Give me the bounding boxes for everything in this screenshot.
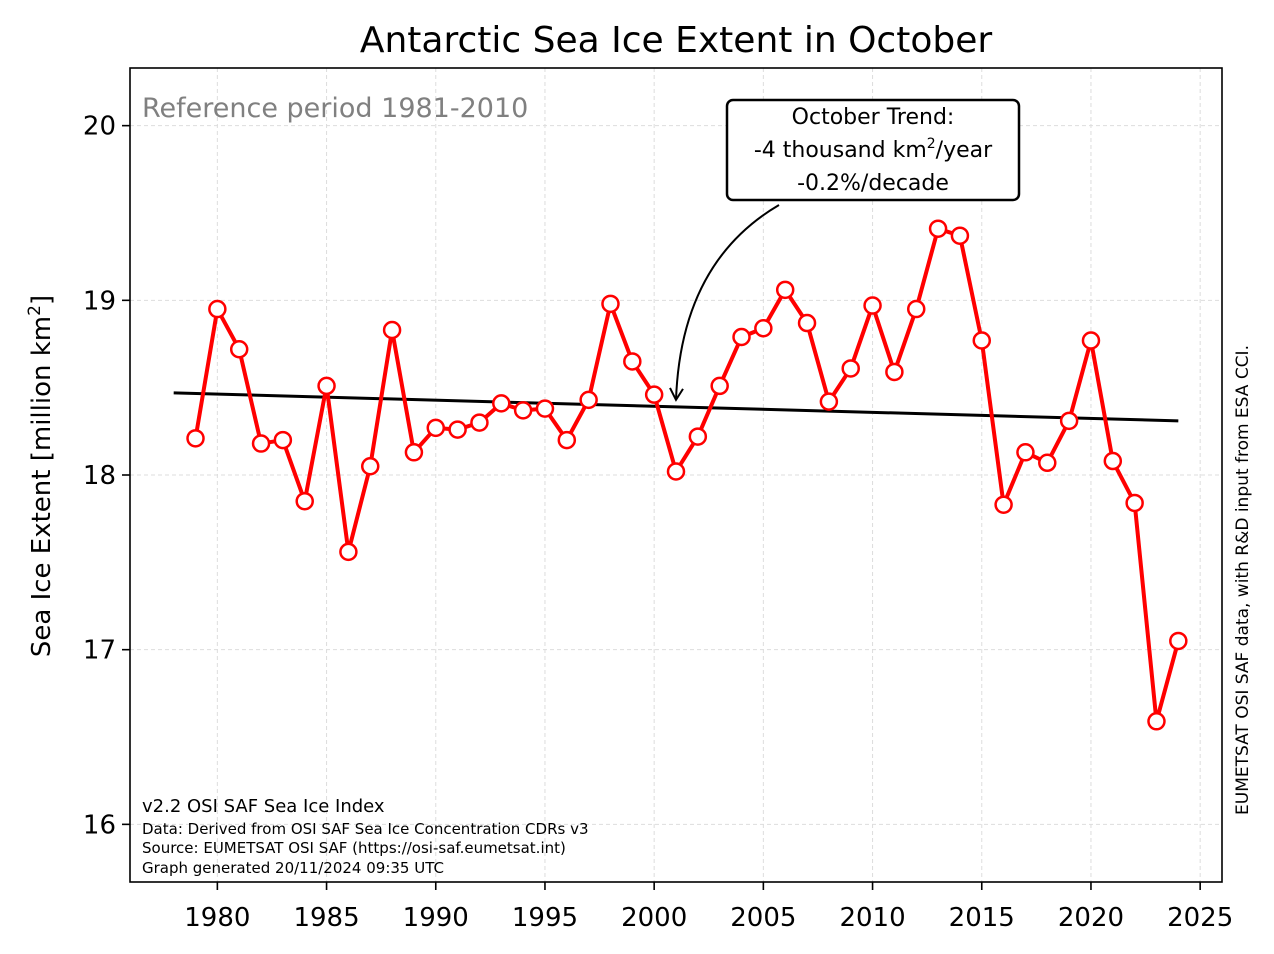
data-point (863, 296, 882, 315)
trend-annotation: October Trend: -4 thousand km2/year -0.2… (669, 98, 1021, 402)
data-point (1038, 453, 1057, 473)
data-point (928, 219, 948, 238)
y-axis-ticks: 16 17 18 19 20 (83, 112, 130, 840)
data-point (448, 420, 467, 439)
data-point (1169, 631, 1188, 651)
x-tick-label: 2015 (949, 903, 1015, 933)
trend-arrow (675, 204, 780, 400)
credit-line-4: Graph generated 20/11/2024 09:35 UTC (142, 859, 444, 877)
credits-block: v2.2 OSI SAF Sea Ice Index Data: Derived… (142, 796, 589, 877)
data-point (688, 427, 708, 446)
data-point (186, 429, 205, 448)
y-tick-label: 19 (83, 286, 116, 316)
y-tick-label: 20 (83, 112, 116, 142)
x-tick-label: 2010 (839, 903, 905, 933)
x-tick-label: 1995 (512, 903, 578, 933)
data-point (339, 542, 358, 562)
reference-period-label: Reference period 1981-2010 (142, 93, 528, 124)
data-point (754, 319, 773, 338)
x-tick-label: 2000 (621, 903, 687, 933)
side-note: EUMETSAT OSI SAF data, with R&D input fr… (1233, 345, 1253, 815)
y-tick-label: 17 (83, 636, 116, 666)
data-point (1103, 451, 1123, 471)
series-line (193, 226, 1181, 724)
data-point (295, 491, 314, 511)
y-axis-label: Sea Ice Extent [million km2] (25, 295, 57, 657)
trend-box-line3: -0.2%/decade (797, 171, 949, 196)
x-tick-label: 2020 (1058, 903, 1124, 933)
credit-line-3: Source: EUMETSAT OSI SAF (https://osi-sa… (142, 839, 566, 857)
data-point (513, 401, 533, 420)
data-point (797, 313, 817, 333)
trend-line (173, 391, 1179, 423)
data-point (208, 299, 227, 319)
data-point (317, 376, 336, 396)
data-point (885, 362, 904, 382)
data-point (535, 399, 555, 418)
grid-lines (130, 68, 1222, 882)
trend-arrowhead (669, 387, 684, 402)
credit-line-1: v2.2 OSI SAF Sea Ice Index (142, 796, 385, 817)
x-tick-label: 1990 (403, 903, 469, 933)
data-point (601, 294, 620, 314)
data-point (775, 280, 795, 300)
y-tick-label: 16 (83, 810, 116, 840)
data-point (579, 390, 598, 410)
data-point (1081, 331, 1101, 350)
data-point (666, 462, 686, 481)
x-tick-label: 1985 (293, 903, 359, 933)
data-point (994, 495, 1013, 514)
credit-line-2: Data: Derived from OSI SAF Sea Ice Conce… (142, 820, 589, 838)
data-point (229, 339, 249, 359)
data-point (426, 418, 446, 438)
data-point (623, 352, 642, 371)
data-point (492, 394, 511, 413)
x-tick-label: 1980 (184, 903, 250, 933)
trend-box-line1: October Trend: (792, 105, 955, 130)
x-tick-label: 2005 (730, 903, 796, 933)
data-point (710, 376, 729, 396)
data-point (470, 413, 489, 432)
data-point (1059, 411, 1079, 431)
data-point (972, 331, 992, 350)
x-tick-label: 2025 (1167, 903, 1233, 933)
data-point (644, 385, 664, 404)
data-point (841, 359, 860, 378)
chart-title: Antarctic Sea Ice Extent in October (360, 20, 993, 61)
y-tick-label: 18 (83, 461, 116, 491)
data-point (1125, 493, 1144, 513)
data-point (273, 430, 293, 450)
data-point (1016, 443, 1035, 462)
data-points (186, 219, 1188, 731)
trend-box-line2: -4 thousand km2/year (754, 136, 993, 163)
data-point (732, 327, 751, 347)
data-point (360, 457, 380, 476)
data-point (557, 430, 577, 450)
data-point (819, 392, 839, 411)
data-point (404, 443, 424, 462)
x-axis-ticks: 1980 1985 1990 1995 2000 2005 2010 2015 2020 2025 (184, 882, 1233, 933)
data-point (906, 299, 926, 319)
data-point (1147, 712, 1166, 731)
data-point (382, 320, 402, 340)
data-point (950, 226, 970, 245)
data-point (251, 434, 271, 453)
